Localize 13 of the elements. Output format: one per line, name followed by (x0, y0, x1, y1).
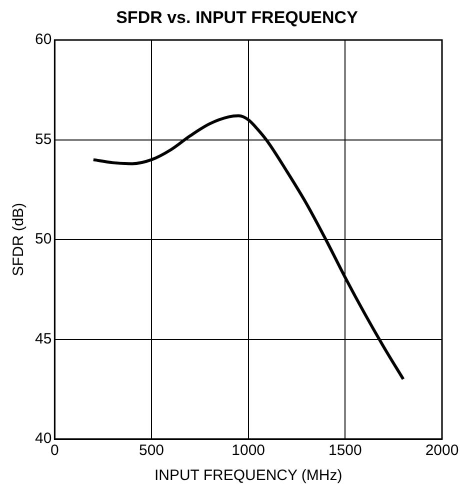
x-tick-label: 0 (50, 442, 59, 460)
x-tick-label: 1000 (232, 442, 266, 460)
x-tick-label: 2000 (425, 442, 459, 460)
y-tick-label: 55 (34, 130, 52, 148)
y-tick-label: 50 (34, 230, 52, 248)
x-axis-title: INPUT FREQUENCY (MHz) (154, 467, 342, 484)
y-tick-label: 60 (34, 31, 52, 48)
x-tick-label: 1500 (328, 442, 362, 460)
y-axis-title: SFDR (dB) (10, 202, 28, 276)
x-tick-label: 500 (139, 442, 164, 460)
y-tick-label: 45 (34, 330, 52, 348)
y-tick-label: 40 (34, 430, 52, 448)
chart-title: SFDR vs. INPUT FREQUENCY (115, 8, 359, 28)
